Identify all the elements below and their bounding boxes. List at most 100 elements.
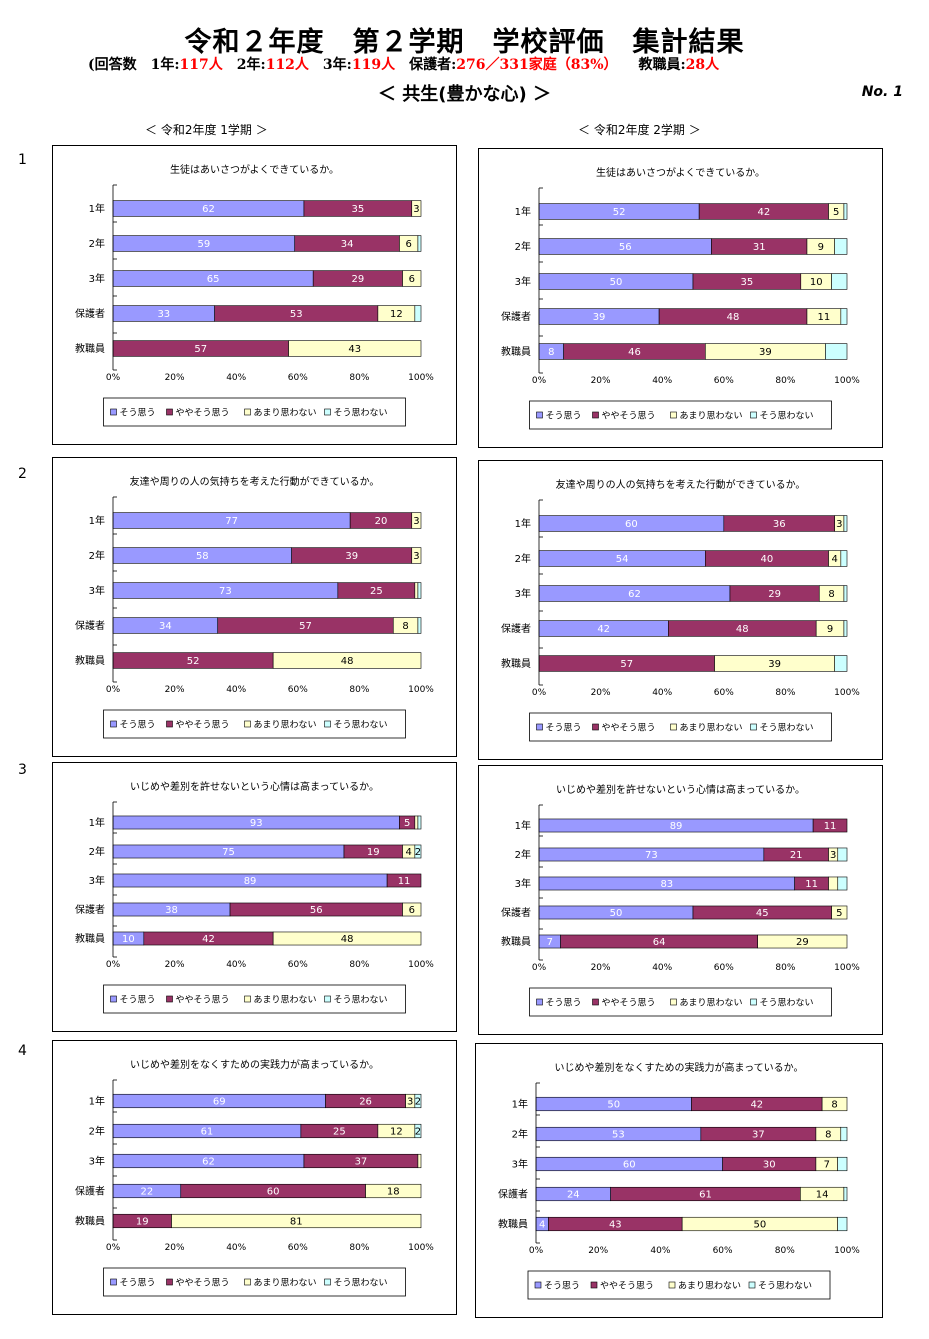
bar-segment bbox=[417, 617, 422, 634]
x-tick-label: 20% bbox=[165, 960, 185, 970]
category-label: 保護者 bbox=[75, 1185, 105, 1198]
bar-segment bbox=[840, 308, 848, 325]
data-label: 35 bbox=[351, 204, 364, 215]
data-label: 37 bbox=[752, 1130, 765, 1141]
legend-label: ややそう思う bbox=[176, 720, 230, 731]
data-label: 62 bbox=[628, 589, 641, 600]
data-label: 57 bbox=[194, 344, 207, 355]
column-heading-term2: ＜ 令和2年度 2学期 ＞ bbox=[578, 123, 701, 137]
legend-label: そう思う bbox=[544, 1281, 580, 1292]
chart-svg: 生徒はあいさつがよくできているか。1年 62 35 32年 59 34 63年 65 29 6保護… bbox=[75, 163, 434, 427]
category-label: 3年 bbox=[89, 272, 105, 285]
data-label: 19 bbox=[136, 1217, 149, 1228]
category-label: 保護者 bbox=[75, 619, 105, 632]
chart-svg: いじめや差別をなくすための実践力が高まっているか。1年 69 26 3 22年 61 25 1… bbox=[75, 1058, 434, 1297]
counts-grade2-label: 2年: bbox=[222, 57, 266, 73]
category-label: 2年 bbox=[89, 845, 105, 858]
question-number-4: 4 bbox=[18, 1043, 27, 1059]
data-label: 6 bbox=[409, 905, 415, 916]
x-tick-label: 0% bbox=[106, 685, 121, 695]
legend-swatch bbox=[536, 723, 543, 731]
bar-segment bbox=[837, 847, 848, 862]
category-label: 3年 bbox=[89, 874, 105, 887]
bar-segment bbox=[837, 876, 848, 891]
bar-segment bbox=[840, 550, 848, 567]
bar-segment bbox=[171, 1213, 422, 1229]
data-label: 38 bbox=[165, 905, 178, 916]
x-tick-label: 80% bbox=[349, 960, 369, 970]
category-label: 1年 bbox=[512, 1098, 528, 1111]
legend-box bbox=[529, 400, 832, 430]
legend-label: そう思わない bbox=[760, 411, 814, 422]
chart-title: 生徒はあいさつがよくできているか。 bbox=[170, 163, 339, 176]
chart-title: 友達や周りの人の気持ちを考えた行動ができているか。 bbox=[556, 478, 806, 491]
bar-segment bbox=[411, 547, 422, 564]
data-label: 53 bbox=[612, 1130, 625, 1141]
bar-segment bbox=[417, 582, 422, 599]
category-label: 保護者 bbox=[501, 906, 531, 919]
category-label: 1年 bbox=[89, 816, 105, 829]
x-tick-label: 20% bbox=[165, 1243, 185, 1253]
bar-segment bbox=[272, 931, 422, 946]
x-tick-label: 80% bbox=[775, 376, 795, 386]
legend-swatch bbox=[536, 998, 543, 1006]
legend-label: ややそう思う bbox=[602, 723, 656, 734]
x-tick-label: 0% bbox=[106, 373, 121, 383]
data-label: 10 bbox=[810, 277, 823, 288]
category-label: 3年 bbox=[515, 877, 531, 890]
legend-label: そう思う bbox=[120, 720, 156, 731]
category-label: 教職員 bbox=[75, 932, 105, 945]
data-label: 48 bbox=[341, 656, 354, 667]
legend-label: そう思わない bbox=[760, 723, 814, 734]
data-label: 8 bbox=[402, 621, 408, 632]
data-label: 46 bbox=[628, 347, 641, 358]
data-label: 93 bbox=[250, 818, 263, 829]
category-label: 1年 bbox=[89, 202, 105, 215]
legend-label: あまり思わない bbox=[678, 1281, 741, 1292]
data-label: 5 bbox=[836, 908, 842, 919]
category-label: 2年 bbox=[515, 848, 531, 861]
page-title: 令和２年度 第２学期 学校評価 集計結果 bbox=[184, 27, 745, 58]
data-label: 34 bbox=[159, 621, 172, 632]
chart-svg: 友達や周りの人の気持ちを考えた行動ができているか。 1年 77 20 3 2年 58 39 3 3… bbox=[75, 475, 434, 739]
bar-segment bbox=[414, 844, 422, 859]
legend-swatch bbox=[244, 1278, 251, 1286]
data-label: 2 bbox=[415, 847, 421, 858]
data-label: 62 bbox=[202, 1157, 215, 1168]
data-label: 39 bbox=[593, 312, 606, 323]
chart-title: いじめや差別を許せないという心情は高まっているか。 bbox=[556, 783, 805, 796]
chart-svg: いじめや差別を許せないという心情は高まっているか。 1年 93 5 2年 75 19 4 2 3年… bbox=[75, 780, 434, 1014]
legend-swatch bbox=[110, 995, 117, 1003]
legend-swatch bbox=[110, 408, 117, 416]
legend-label: ややそう思う bbox=[176, 1278, 230, 1289]
bar-segment bbox=[843, 585, 848, 602]
legend-swatch bbox=[244, 720, 251, 728]
data-label: 48 bbox=[341, 934, 354, 945]
bar-segment bbox=[288, 340, 422, 357]
chart-title: 生徒はあいさつがよくできているか。 bbox=[596, 166, 765, 179]
data-label: 12 bbox=[390, 309, 403, 320]
x-tick-label: 20% bbox=[165, 373, 185, 383]
chart-svg: 生徒はあいさつがよくできているか。 1年 52 42 5 2年 56 31 9 3年 50 35 10 保… bbox=[501, 166, 860, 430]
legend-swatch bbox=[590, 1281, 598, 1289]
counts-grade3-label: 3年: bbox=[308, 57, 352, 73]
chart-svg: 友達や周りの人の気持ちを考えた行動ができているか。 1年 60 36 3 2年 54 40 4 3… bbox=[501, 478, 860, 742]
bar-segment bbox=[417, 235, 422, 252]
legend-swatch bbox=[324, 720, 331, 728]
data-label: 77 bbox=[225, 516, 238, 527]
x-tick-label: 80% bbox=[775, 688, 795, 698]
x-tick-label: 40% bbox=[652, 963, 672, 973]
x-tick-label: 60% bbox=[713, 1246, 733, 1256]
data-label: 21 bbox=[790, 850, 803, 861]
data-label: 50 bbox=[610, 277, 623, 288]
question-number-2: 2 bbox=[18, 466, 27, 482]
legend-swatch bbox=[110, 1278, 117, 1286]
legend-box bbox=[529, 712, 832, 742]
data-label: 89 bbox=[244, 876, 257, 887]
data-label: 57 bbox=[620, 659, 633, 670]
legend-label: あまり思わない bbox=[680, 411, 743, 422]
legend-label: あまり思わない bbox=[254, 408, 317, 419]
category-label: 1年 bbox=[515, 517, 531, 530]
bar-segment bbox=[812, 818, 848, 833]
bar-segment bbox=[417, 815, 422, 830]
